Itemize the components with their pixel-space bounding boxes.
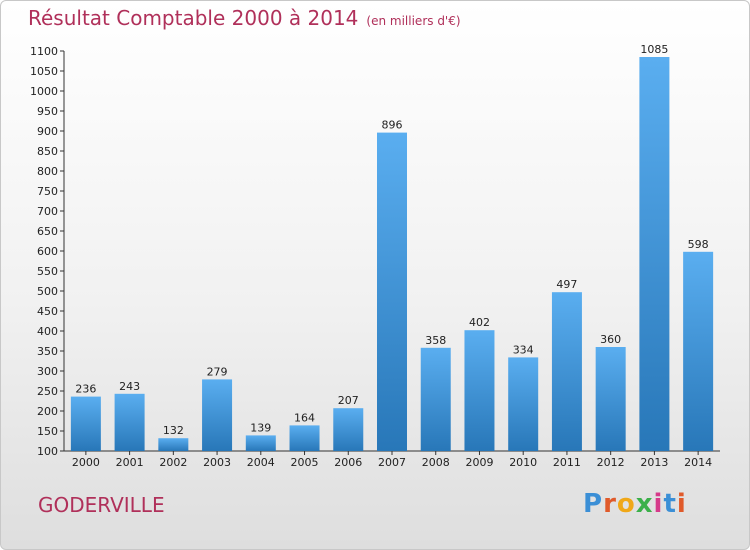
- x-tick-label: 2004: [247, 456, 275, 469]
- data-label: 132: [163, 424, 184, 437]
- y-tick-label: 450: [37, 305, 58, 318]
- bar: [464, 330, 495, 451]
- logo-letter: t: [663, 489, 677, 519]
- data-label: 139: [250, 421, 271, 434]
- data-label: 598: [688, 238, 709, 251]
- y-tick-label: 500: [37, 285, 58, 298]
- y-tick-label: 650: [37, 225, 58, 238]
- data-label: 164: [294, 411, 315, 424]
- bar: [158, 438, 189, 451]
- x-tick-label: 2009: [465, 456, 493, 469]
- x-tick-label: 2010: [509, 456, 537, 469]
- data-label: 402: [469, 316, 490, 329]
- bar: [595, 347, 626, 451]
- bar: [551, 292, 582, 451]
- x-tick-label: 2011: [553, 456, 581, 469]
- y-tick-label: 600: [37, 245, 58, 258]
- x-tick-label: 2002: [159, 456, 187, 469]
- y-tick-label: 1000: [30, 85, 58, 98]
- y-tick-label: 150: [37, 425, 58, 438]
- y-tick-label: 350: [37, 345, 58, 358]
- y-tick-label: 850: [37, 145, 58, 158]
- data-label: 236: [75, 383, 96, 396]
- y-tick-label: 800: [37, 165, 58, 178]
- x-tick-label: 2012: [597, 456, 625, 469]
- x-tick-label: 2005: [291, 456, 319, 469]
- bar: [508, 357, 539, 451]
- data-label: 279: [207, 365, 228, 378]
- logo-letter: i: [653, 489, 664, 519]
- bar: [202, 379, 233, 451]
- y-tick-label: 750: [37, 185, 58, 198]
- x-tick-label: 2006: [334, 456, 362, 469]
- town-name: GODERVILLE: [38, 493, 165, 517]
- x-tick-label: 2001: [116, 456, 144, 469]
- logo-letter: o: [616, 489, 636, 519]
- bar: [289, 425, 320, 451]
- logo-letter: i: [676, 489, 687, 519]
- bar: [420, 347, 451, 451]
- proxiti-logo[interactable]: Proxiti: [583, 489, 687, 519]
- x-tick-label: 2007: [378, 456, 406, 469]
- bar: [377, 132, 407, 451]
- bar: [639, 57, 670, 451]
- chart-title: Résultat Comptable 2000 à 2014 (en millie…: [28, 6, 461, 30]
- y-tick-label: 300: [37, 365, 58, 378]
- data-label: 334: [513, 343, 534, 356]
- data-label: 207: [338, 394, 359, 407]
- bar-series: [70, 57, 714, 451]
- data-label: 1085: [640, 43, 668, 56]
- y-tick-label: 900: [37, 125, 58, 138]
- bar: [683, 251, 714, 451]
- y-tick-label: 700: [37, 205, 58, 218]
- y-tick-label: 200: [37, 405, 58, 418]
- y-tick-label: 550: [37, 265, 58, 278]
- x-tick-label: 2008: [422, 456, 450, 469]
- data-label: 358: [425, 334, 446, 347]
- bar: [333, 408, 364, 451]
- x-tick-label: 2014: [684, 456, 712, 469]
- data-labels: 236 243 132 279 139 164 207 896 358 402 334 497 360 1…: [75, 43, 708, 437]
- data-label: 243: [119, 380, 140, 393]
- chart-subtitle: (en milliers d'€): [366, 14, 461, 28]
- x-tick-label: 2013: [640, 456, 668, 469]
- y-axis: 100 150 200 250 300 350 400 450 500 550 600 650 700 7…: [30, 45, 65, 458]
- x-tick-label: 2003: [203, 456, 231, 469]
- logo-letter: P: [583, 489, 604, 519]
- y-tick-label: 250: [37, 385, 58, 398]
- y-tick-label: 100: [37, 445, 58, 458]
- chart-title-text: Résultat Comptable 2000 à 2014: [28, 6, 359, 30]
- x-axis: 2000 2001 2002 2003 2004 2005 2006 2007 2008 2009…: [64, 450, 720, 469]
- y-tick-label: 1050: [30, 65, 58, 78]
- logo-letter: r: [603, 489, 617, 519]
- bar: [245, 435, 276, 451]
- data-label: 360: [600, 333, 621, 346]
- data-label: 497: [556, 278, 577, 291]
- y-tick-label: 950: [37, 105, 58, 118]
- y-tick-label: 400: [37, 325, 58, 338]
- logo-letter: x: [635, 489, 654, 519]
- bar: [70, 396, 101, 451]
- y-tick-label: 1100: [30, 45, 58, 58]
- x-tick-label: 2000: [72, 456, 100, 469]
- bar: [114, 393, 145, 451]
- data-label: 896: [382, 119, 403, 132]
